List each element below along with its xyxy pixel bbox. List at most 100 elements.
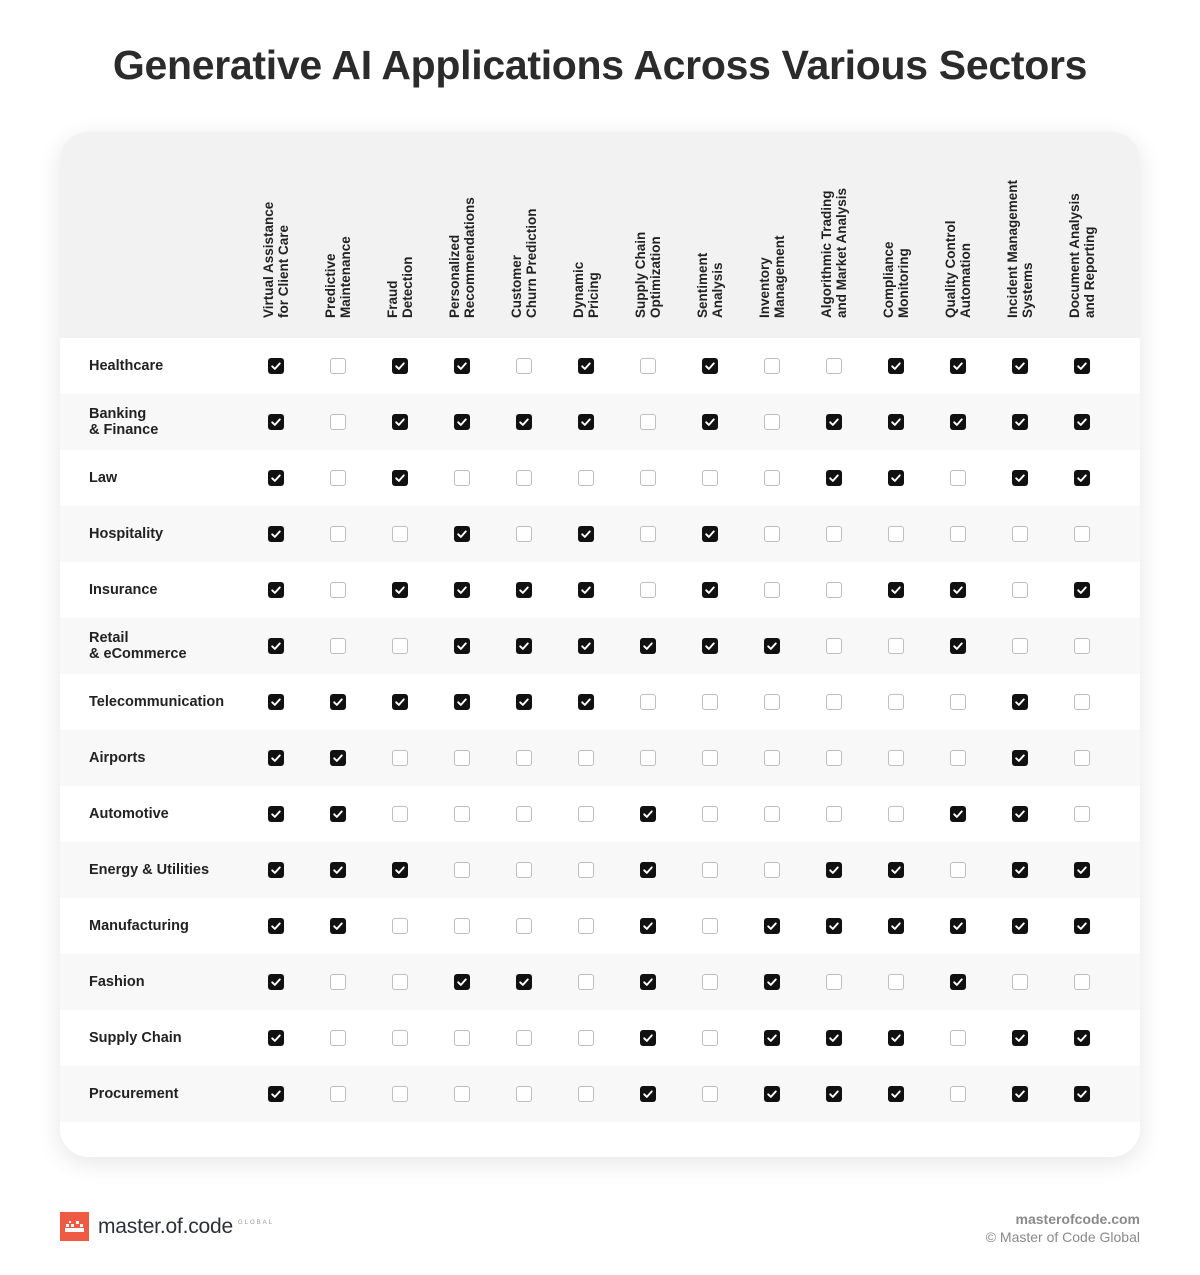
check-icon [395, 698, 405, 706]
unchecked-checkbox [1074, 638, 1090, 654]
check-icon [953, 418, 963, 426]
check-icon [395, 866, 405, 874]
check-icon [891, 866, 901, 874]
checked-checkbox [330, 918, 346, 934]
check-icon [457, 978, 467, 986]
checked-checkbox [268, 750, 284, 766]
check-icon [953, 642, 963, 650]
checked-checkbox [1012, 470, 1028, 486]
check-icon [581, 362, 591, 370]
unchecked-checkbox [392, 638, 408, 654]
check-icon [705, 530, 715, 538]
column-header: Fraud Detection [385, 138, 425, 318]
unchecked-checkbox [888, 806, 904, 822]
unchecked-checkbox [640, 526, 656, 542]
check-icon [581, 642, 591, 650]
check-icon [891, 1034, 901, 1042]
unchecked-checkbox [516, 750, 532, 766]
check-icon [1015, 474, 1025, 482]
checked-checkbox [268, 806, 284, 822]
check-icon [519, 418, 529, 426]
checked-checkbox [950, 806, 966, 822]
check-icon [767, 1034, 777, 1042]
unchecked-checkbox [392, 974, 408, 990]
check-icon [1077, 866, 1087, 874]
unchecked-checkbox [1012, 526, 1028, 542]
unchecked-checkbox [826, 638, 842, 654]
checked-checkbox [640, 638, 656, 654]
checked-checkbox [888, 1086, 904, 1102]
checked-checkbox [764, 638, 780, 654]
checked-checkbox [1074, 414, 1090, 430]
checked-checkbox [392, 582, 408, 598]
brand-name: master.of.code [98, 1214, 233, 1238]
check-icon [1015, 922, 1025, 930]
unchecked-checkbox [702, 918, 718, 934]
check-icon [271, 866, 281, 874]
checked-checkbox [826, 1086, 842, 1102]
checked-checkbox [1074, 918, 1090, 934]
check-icon [829, 1034, 839, 1042]
checked-checkbox [764, 918, 780, 934]
unchecked-checkbox [454, 1086, 470, 1102]
unchecked-checkbox [826, 358, 842, 374]
check-icon [457, 698, 467, 706]
unchecked-checkbox [578, 974, 594, 990]
checked-checkbox [268, 862, 284, 878]
table-row: Telecommunication [60, 674, 1140, 730]
check-icon [519, 586, 529, 594]
check-icon [457, 418, 467, 426]
check-icon [643, 642, 653, 650]
check-icon [395, 586, 405, 594]
row-label: Hospitality [89, 526, 164, 542]
unchecked-checkbox [702, 1086, 718, 1102]
checked-checkbox [392, 862, 408, 878]
column-header: Inventory Management [757, 138, 797, 318]
table-row: Insurance [60, 562, 1140, 618]
unchecked-checkbox [578, 1086, 594, 1102]
check-icon [643, 922, 653, 930]
table-row: Law [60, 450, 1140, 506]
unchecked-checkbox [330, 974, 346, 990]
unchecked-checkbox [764, 526, 780, 542]
check-icon [457, 642, 467, 650]
checked-checkbox [516, 582, 532, 598]
check-icon [271, 1034, 281, 1042]
checked-checkbox [888, 918, 904, 934]
checked-checkbox [268, 358, 284, 374]
applications-table: Virtual Assistance for Client Care Predic… [60, 132, 1140, 1157]
check-icon [891, 1090, 901, 1098]
checked-checkbox [888, 1030, 904, 1046]
unchecked-checkbox [702, 750, 718, 766]
unchecked-checkbox [1012, 582, 1028, 598]
check-icon [767, 978, 777, 986]
check-icon [581, 418, 591, 426]
checked-checkbox [950, 582, 966, 598]
check-icon [829, 1090, 839, 1098]
check-icon [829, 474, 839, 482]
unchecked-checkbox [330, 1086, 346, 1102]
unchecked-checkbox [640, 470, 656, 486]
website-link[interactable]: masterofcode.com [1015, 1211, 1140, 1227]
unchecked-checkbox [516, 470, 532, 486]
check-icon [519, 978, 529, 986]
unchecked-checkbox [826, 974, 842, 990]
unchecked-checkbox [516, 358, 532, 374]
copyright: © Master of Code Global [985, 1229, 1140, 1245]
unchecked-checkbox [950, 1030, 966, 1046]
checked-checkbox [702, 358, 718, 374]
check-icon [395, 474, 405, 482]
check-icon [581, 586, 591, 594]
unchecked-checkbox [764, 694, 780, 710]
unchecked-checkbox [764, 414, 780, 430]
check-icon [953, 922, 963, 930]
checked-checkbox [764, 1086, 780, 1102]
check-icon [271, 586, 281, 594]
unchecked-checkbox [330, 358, 346, 374]
checked-checkbox [950, 638, 966, 654]
check-icon [581, 698, 591, 706]
checked-checkbox [392, 470, 408, 486]
row-label: Procurement [89, 1086, 179, 1102]
checked-checkbox [950, 974, 966, 990]
unchecked-checkbox [702, 694, 718, 710]
